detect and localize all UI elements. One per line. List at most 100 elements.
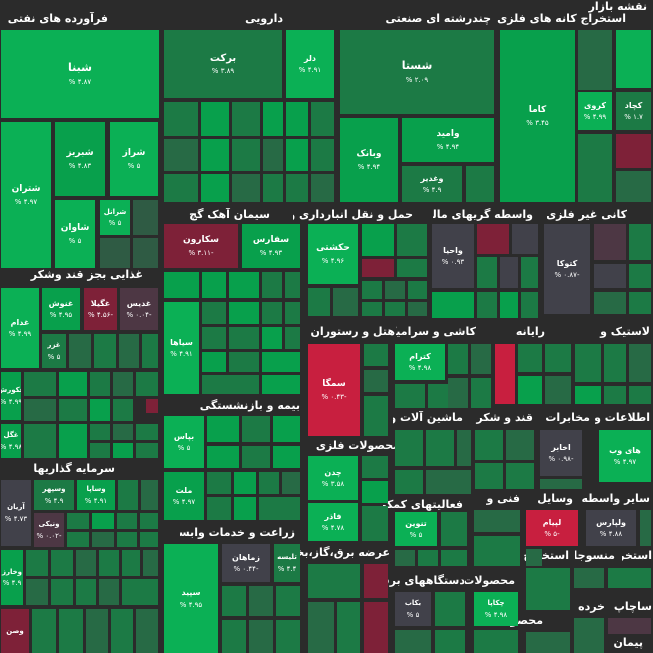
tile-vnik[interactable]: ونیکی -۰.۰۲ % [34, 513, 64, 547]
tile-kama[interactable]: کاما ۳.۴۵ % [500, 30, 575, 202]
tile-vsepahr[interactable]: وسپهر ۴.۹ % [34, 480, 74, 510]
tile-unknown-81[interactable] [136, 372, 158, 396]
tile-barekat[interactable]: برکت ۳.۸۹ % [164, 30, 282, 98]
tile-unknown-135[interactable] [426, 470, 471, 494]
tile-unknown-68[interactable] [629, 224, 651, 260]
tile-unknown-10[interactable] [201, 102, 229, 136]
tile-unknown-87[interactable] [24, 424, 56, 458]
tile-unknown-128[interactable] [362, 456, 388, 478]
tile-unknown-11[interactable] [232, 102, 260, 136]
tile-unknown-114[interactable] [629, 386, 651, 404]
tile-unknown-183[interactable] [474, 536, 520, 566]
tile-unknown-140[interactable] [540, 479, 582, 489]
tile-unknown-107[interactable] [518, 376, 542, 404]
tile-arian[interactable]: آریان ۴.۷۳ % [1, 480, 31, 546]
tile-unknown-55[interactable] [362, 302, 382, 316]
tile-unknown-83[interactable] [59, 399, 87, 421]
tile-unknown-144[interactable] [92, 513, 114, 529]
tile-unknown-14[interactable] [311, 102, 334, 136]
tile-unknown-151[interactable] [26, 550, 48, 576]
tile-unknown-25[interactable] [286, 174, 308, 202]
tile-unknown-95[interactable] [364, 344, 388, 366]
tile-unknown-79[interactable] [90, 372, 110, 396]
tile-unknown-46[interactable] [362, 224, 394, 256]
tile-unknown-28[interactable] [164, 272, 199, 298]
tile-unknown-22[interactable] [201, 174, 229, 202]
tile-ghnosh[interactable]: غنوش ۴.۹۵ % [42, 288, 80, 330]
tile-safars[interactable]: سفارس ۴.۹۳ % [242, 224, 300, 268]
tile-unknown-109[interactable] [575, 344, 601, 382]
tile-unknown-115[interactable] [207, 416, 239, 442]
tile-unknown-146[interactable] [140, 513, 158, 529]
tile-unknown-91[interactable] [136, 424, 158, 440]
tile-unknown-88[interactable] [59, 424, 87, 458]
tile-unknown-130[interactable] [362, 506, 388, 541]
tile-unknown-171[interactable] [249, 620, 273, 653]
tile-sepid[interactable]: سپید ۴.۹۵ % [164, 544, 218, 653]
tile-unknown-103[interactable] [471, 378, 491, 408]
tile-unknown-71[interactable] [594, 292, 626, 314]
tile-ghdam[interactable]: غدام ۴.۹۹ % [1, 288, 39, 368]
tile-unknown-162[interactable] [32, 609, 56, 653]
tile-unknown-150[interactable] [140, 532, 158, 547]
tile-unknown-129[interactable] [362, 481, 388, 503]
tile-unknown-118[interactable] [207, 446, 239, 468]
tile-unknown-186[interactable] [435, 592, 465, 626]
tile-unknown-172[interactable] [276, 620, 300, 653]
tile-unknown-1[interactable] [578, 30, 612, 90]
tile-unknown-101[interactable] [428, 384, 448, 408]
tile-unknown-139[interactable] [506, 463, 534, 489]
tile-unknown-123[interactable] [259, 472, 279, 494]
tile-unknown-111[interactable] [629, 344, 651, 382]
tile-unknown-47[interactable] [397, 224, 427, 256]
tile-unknown-99[interactable] [471, 344, 491, 374]
tile-unknown-12[interactable] [263, 102, 283, 136]
tile-unknown-116[interactable] [242, 416, 270, 442]
tile-unknown-141[interactable] [118, 480, 138, 510]
tile-fader[interactable]: فاذر ۴.۷۸ % [308, 503, 358, 541]
tile-unknown-96[interactable] [364, 370, 388, 392]
tile-ghgol[interactable]: غگل ۴.۹۸ % [1, 424, 21, 458]
tile-unknown-75[interactable] [119, 334, 139, 368]
tile-ghgila[interactable]: غگیلا -۴.۵۶ % [84, 288, 117, 330]
tile-semga[interactable]: سمگا -۰.۴۳ % [308, 344, 360, 436]
tile-unknown-182[interactable] [474, 510, 520, 532]
tile-unknown-77[interactable] [24, 372, 56, 396]
tile-unknown-72[interactable] [629, 292, 651, 314]
tile-unknown-59[interactable] [512, 224, 538, 254]
tile-unknown-21[interactable] [164, 174, 198, 202]
tile-chkapa[interactable]: چکاپا ۴.۹۸ % [474, 592, 518, 626]
tile-vkharazm[interactable]: وخارز ۴.۹ % [1, 550, 23, 605]
tile-unknown-161[interactable] [122, 579, 158, 605]
tile-unknown-90[interactable] [113, 424, 133, 440]
tile-vahia[interactable]: واحیا ۰.۹۳ % [432, 224, 474, 288]
tile-vghadir[interactable]: وغدیر ۴.۹ % [402, 166, 462, 202]
tile-shana[interactable]: شبنا ۴.۸۷ % [1, 30, 159, 118]
tile-unknown-73[interactable] [69, 334, 91, 368]
tile-ghdis[interactable]: غدیس -۰.۰۴ % [120, 288, 158, 330]
tile-unknown-168[interactable] [249, 586, 273, 616]
tile-unknown-190[interactable] [526, 568, 570, 610]
tile-unknown-127[interactable] [259, 497, 300, 520]
tile-ghkorosh[interactable]: غکورش ۴.۹۹ % [1, 372, 21, 420]
tile-unknown-181[interactable] [441, 550, 467, 566]
tile-unknown-18[interactable] [263, 139, 283, 171]
tile-unknown-63[interactable] [432, 292, 474, 318]
tile-unknown-80[interactable] [113, 372, 133, 396]
tile-unknown-94[interactable] [136, 443, 158, 458]
tile-unknown-6[interactable] [133, 200, 158, 235]
tile-unknown-142[interactable] [141, 480, 158, 510]
tile-akhaber[interactable]: اخابر -۰.۹۸ % [540, 430, 582, 476]
tile-unknown-120[interactable] [273, 446, 300, 468]
tile-shtran[interactable]: شتران ۴.۹۷ % [1, 122, 51, 268]
tile-unknown-134[interactable] [395, 470, 423, 494]
tile-unknown-170[interactable] [222, 620, 246, 653]
tile-tlise[interactable]: تلیسه ۴.۴ % [274, 544, 300, 582]
tile-hayweb[interactable]: های وب ۴.۹۷ % [599, 430, 651, 482]
tile-unknown-113[interactable] [604, 386, 626, 404]
tile-unknown-184[interactable] [526, 549, 542, 566]
tile-unknown-45[interactable] [262, 375, 300, 394]
tile-unknown-38[interactable] [229, 327, 259, 349]
tile-bayas[interactable]: بپاس ۵ % [164, 416, 204, 468]
tile-unknown-193[interactable] [526, 632, 570, 653]
